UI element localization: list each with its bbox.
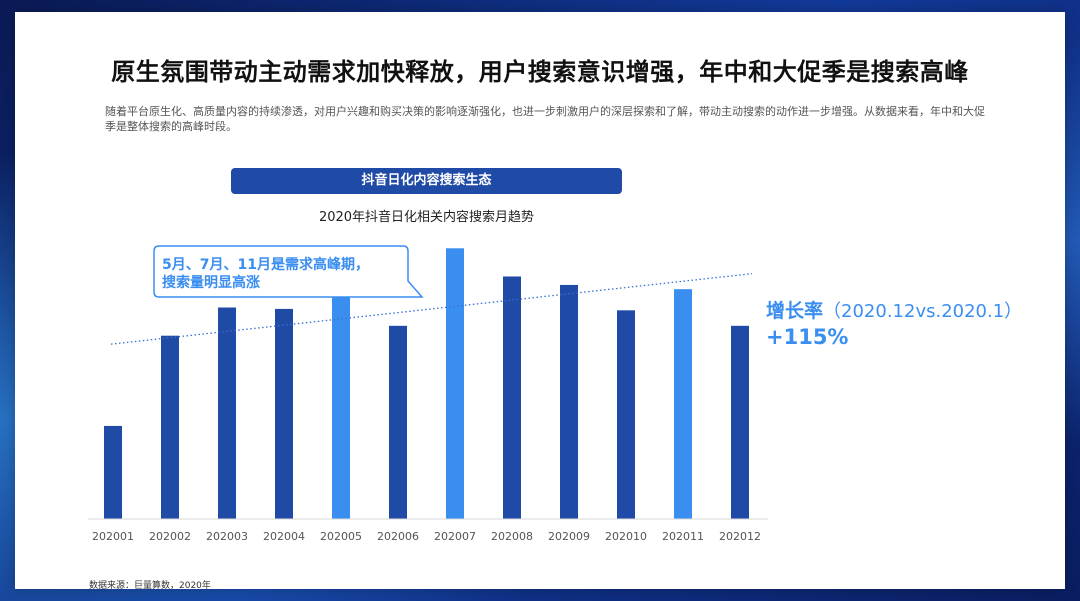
bar-202001 xyxy=(104,425,122,519)
callout-line-1: 5月、7月、11月是需求高峰期， xyxy=(162,257,369,273)
callout-line-2: 搜索量明显高涨 xyxy=(162,275,260,291)
x-tick-label: 202002 xyxy=(149,530,191,543)
x-tick-label: 202006 xyxy=(377,530,419,543)
bars-group xyxy=(104,248,749,519)
slide-card xyxy=(15,12,1065,589)
bar-202005 xyxy=(332,283,350,519)
growth-period: （2020.12vs.2020.1） xyxy=(823,301,1023,322)
x-tick-label: 202004 xyxy=(263,530,305,543)
x-tick-label: 202011 xyxy=(662,530,704,543)
bar-202012 xyxy=(731,325,749,519)
x-tick-label: 202008 xyxy=(491,530,533,543)
x-tick-label: 202010 xyxy=(605,530,647,543)
growth-label: 增长率 xyxy=(766,300,824,322)
growth-annotation: 增长率（2020.12vs.2020.1） +115% xyxy=(766,296,1022,349)
bar-202010 xyxy=(617,310,635,519)
callout-bubble xyxy=(153,245,424,298)
data-source: 数据来源：巨量算数，2020年 xyxy=(89,581,211,591)
x-tick-label: 202001 xyxy=(92,530,134,543)
bar-202011 xyxy=(674,289,692,519)
bar-202008 xyxy=(503,276,521,519)
bar-202006 xyxy=(389,325,407,519)
bar-202009 xyxy=(560,284,578,519)
x-tick-label: 202003 xyxy=(206,530,248,543)
callout-shape xyxy=(153,245,424,298)
bar-202003 xyxy=(218,307,236,519)
chart-title: 2020年抖音日化相关内容搜索月趋势 xyxy=(318,210,535,225)
growth-value: +115% xyxy=(766,325,849,349)
section-banner: 抖音日化内容搜索生态 xyxy=(231,168,622,194)
bar-202004 xyxy=(275,308,293,519)
callout-text: 5月、7月、11月是需求高峰期， 搜索量明显高涨 xyxy=(162,256,402,292)
page-description: 随着平台原生化、高质量内容的持续渗透，对用户兴趣和购买决策的影响逐渐强化，也进一… xyxy=(105,105,985,133)
trend-line xyxy=(110,273,753,345)
bar-202002 xyxy=(161,335,179,519)
bar-202007 xyxy=(446,248,464,519)
x-tick-label: 202007 xyxy=(434,530,476,543)
x-tick-label: 202012 xyxy=(719,530,761,543)
x-tick-label: 202009 xyxy=(548,530,590,543)
tick-labels-group: 202001 202002 202003 202004 202005 202006 2020… xyxy=(92,530,761,543)
x-tick-label: 202005 xyxy=(320,530,362,543)
page-title: 原生氛围带动主动需求加快释放，用户搜索意识增强，年中和大促季是搜索高峰 xyxy=(111,58,969,86)
